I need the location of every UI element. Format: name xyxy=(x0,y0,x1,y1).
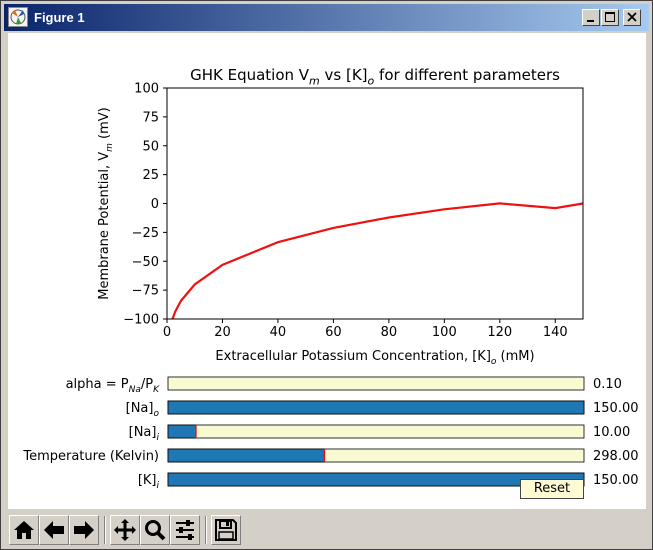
y-tick-label: 75 xyxy=(142,110,159,125)
x-tick-label: 100 xyxy=(432,325,457,340)
y-tick-label: 0 xyxy=(151,197,159,212)
slider-fill[interactable] xyxy=(167,424,197,439)
toolbar-separator xyxy=(104,516,106,544)
slider-label: [Na]i xyxy=(129,425,160,443)
slider-fill[interactable] xyxy=(167,400,585,415)
chart-title: GHK Equation Vm vs [K]o for different pa… xyxy=(190,66,560,88)
home-button[interactable] xyxy=(9,515,39,545)
window-title: Figure 1 xyxy=(34,10,85,25)
slider-5[interactable]: [K]i 150.00 xyxy=(138,472,639,491)
x-tick-label: 60 xyxy=(325,325,342,340)
slider-1[interactable]: alpha = PNa/PK 0.10 xyxy=(66,376,622,395)
slider-4[interactable]: Temperature (Kelvin) 298.00 xyxy=(22,448,639,464)
save-icon xyxy=(215,519,237,541)
zoom-button[interactable] xyxy=(140,515,170,545)
slider-label: [K]i xyxy=(138,473,160,491)
y-tick-label: −25 xyxy=(132,226,159,241)
slider-3[interactable]: [Na]i 10.00 xyxy=(129,424,631,443)
pan-button[interactable] xyxy=(110,515,140,545)
configure-subplots-button[interactable] xyxy=(170,515,200,545)
forward-button[interactable] xyxy=(69,515,99,545)
slider-value: 298.00 xyxy=(593,449,639,464)
navigation-toolbar xyxy=(4,511,649,547)
pan-icon xyxy=(114,519,136,541)
y-tick-label: 25 xyxy=(142,168,159,183)
x-tick-label: 40 xyxy=(270,325,287,340)
y-tick-label: −100 xyxy=(123,313,159,328)
forward-arrow-icon xyxy=(74,521,94,539)
slider-track[interactable] xyxy=(167,376,585,391)
slider-2[interactable]: [Na]o 150.00 xyxy=(126,400,639,419)
axes-frame xyxy=(166,87,584,320)
save-button[interactable] xyxy=(211,515,241,545)
slider-label: [Na]o xyxy=(126,401,160,419)
slider-value: 150.00 xyxy=(593,401,639,416)
x-tick-label: 20 xyxy=(214,325,231,340)
x-tick-label: 80 xyxy=(381,325,398,340)
y-axis-label: Membrane Potential, Vm (mV) xyxy=(97,107,115,300)
y-tick-label: 50 xyxy=(142,139,159,154)
x-tick-label: 120 xyxy=(487,325,512,340)
zoom-icon xyxy=(145,520,166,541)
y-tick-label: −75 xyxy=(132,284,159,299)
x-axis-label: Extracellular Potassium Concentration, [… xyxy=(215,349,534,367)
maximize-button[interactable] xyxy=(601,9,619,26)
series-line xyxy=(171,202,583,319)
close-button[interactable] xyxy=(623,9,641,26)
back-arrow-icon xyxy=(44,521,64,539)
slider-label: alpha = PNa/PK xyxy=(66,377,161,395)
back-button[interactable] xyxy=(39,515,69,545)
reset-button[interactable]: Reset xyxy=(520,479,584,499)
title-bar[interactable]: Figure 1 xyxy=(4,4,649,31)
x-tick-label: 0 xyxy=(163,325,171,340)
slider-fill[interactable] xyxy=(167,472,585,487)
slider-label: Temperature (Kelvin) xyxy=(22,449,159,464)
slider-value: 150.00 xyxy=(593,473,639,488)
slider-track[interactable] xyxy=(167,424,585,439)
minimize-button[interactable] xyxy=(582,9,600,26)
toolbar-separator xyxy=(205,516,207,544)
matplotlib-app-icon xyxy=(8,7,28,27)
figure-canvas[interactable]: 0 20 40 60 80 100 120 140 100 75 50 25 0 −25 −50 −75 −10… xyxy=(8,33,646,509)
plot-area[interactable]: 0 20 40 60 80 100 120 140 100 75 50 25 0 −25 −50 −75 −10… xyxy=(8,33,646,509)
y-tick-label: −50 xyxy=(132,255,159,270)
home-icon xyxy=(14,521,34,539)
x-tick-label: 140 xyxy=(543,325,568,340)
slider-value: 0.10 xyxy=(593,377,622,392)
slider-fill[interactable] xyxy=(167,448,325,463)
slider-value: 10.00 xyxy=(593,425,630,440)
configure-subplots-icon xyxy=(176,520,194,540)
y-tick-label: 100 xyxy=(134,82,159,97)
